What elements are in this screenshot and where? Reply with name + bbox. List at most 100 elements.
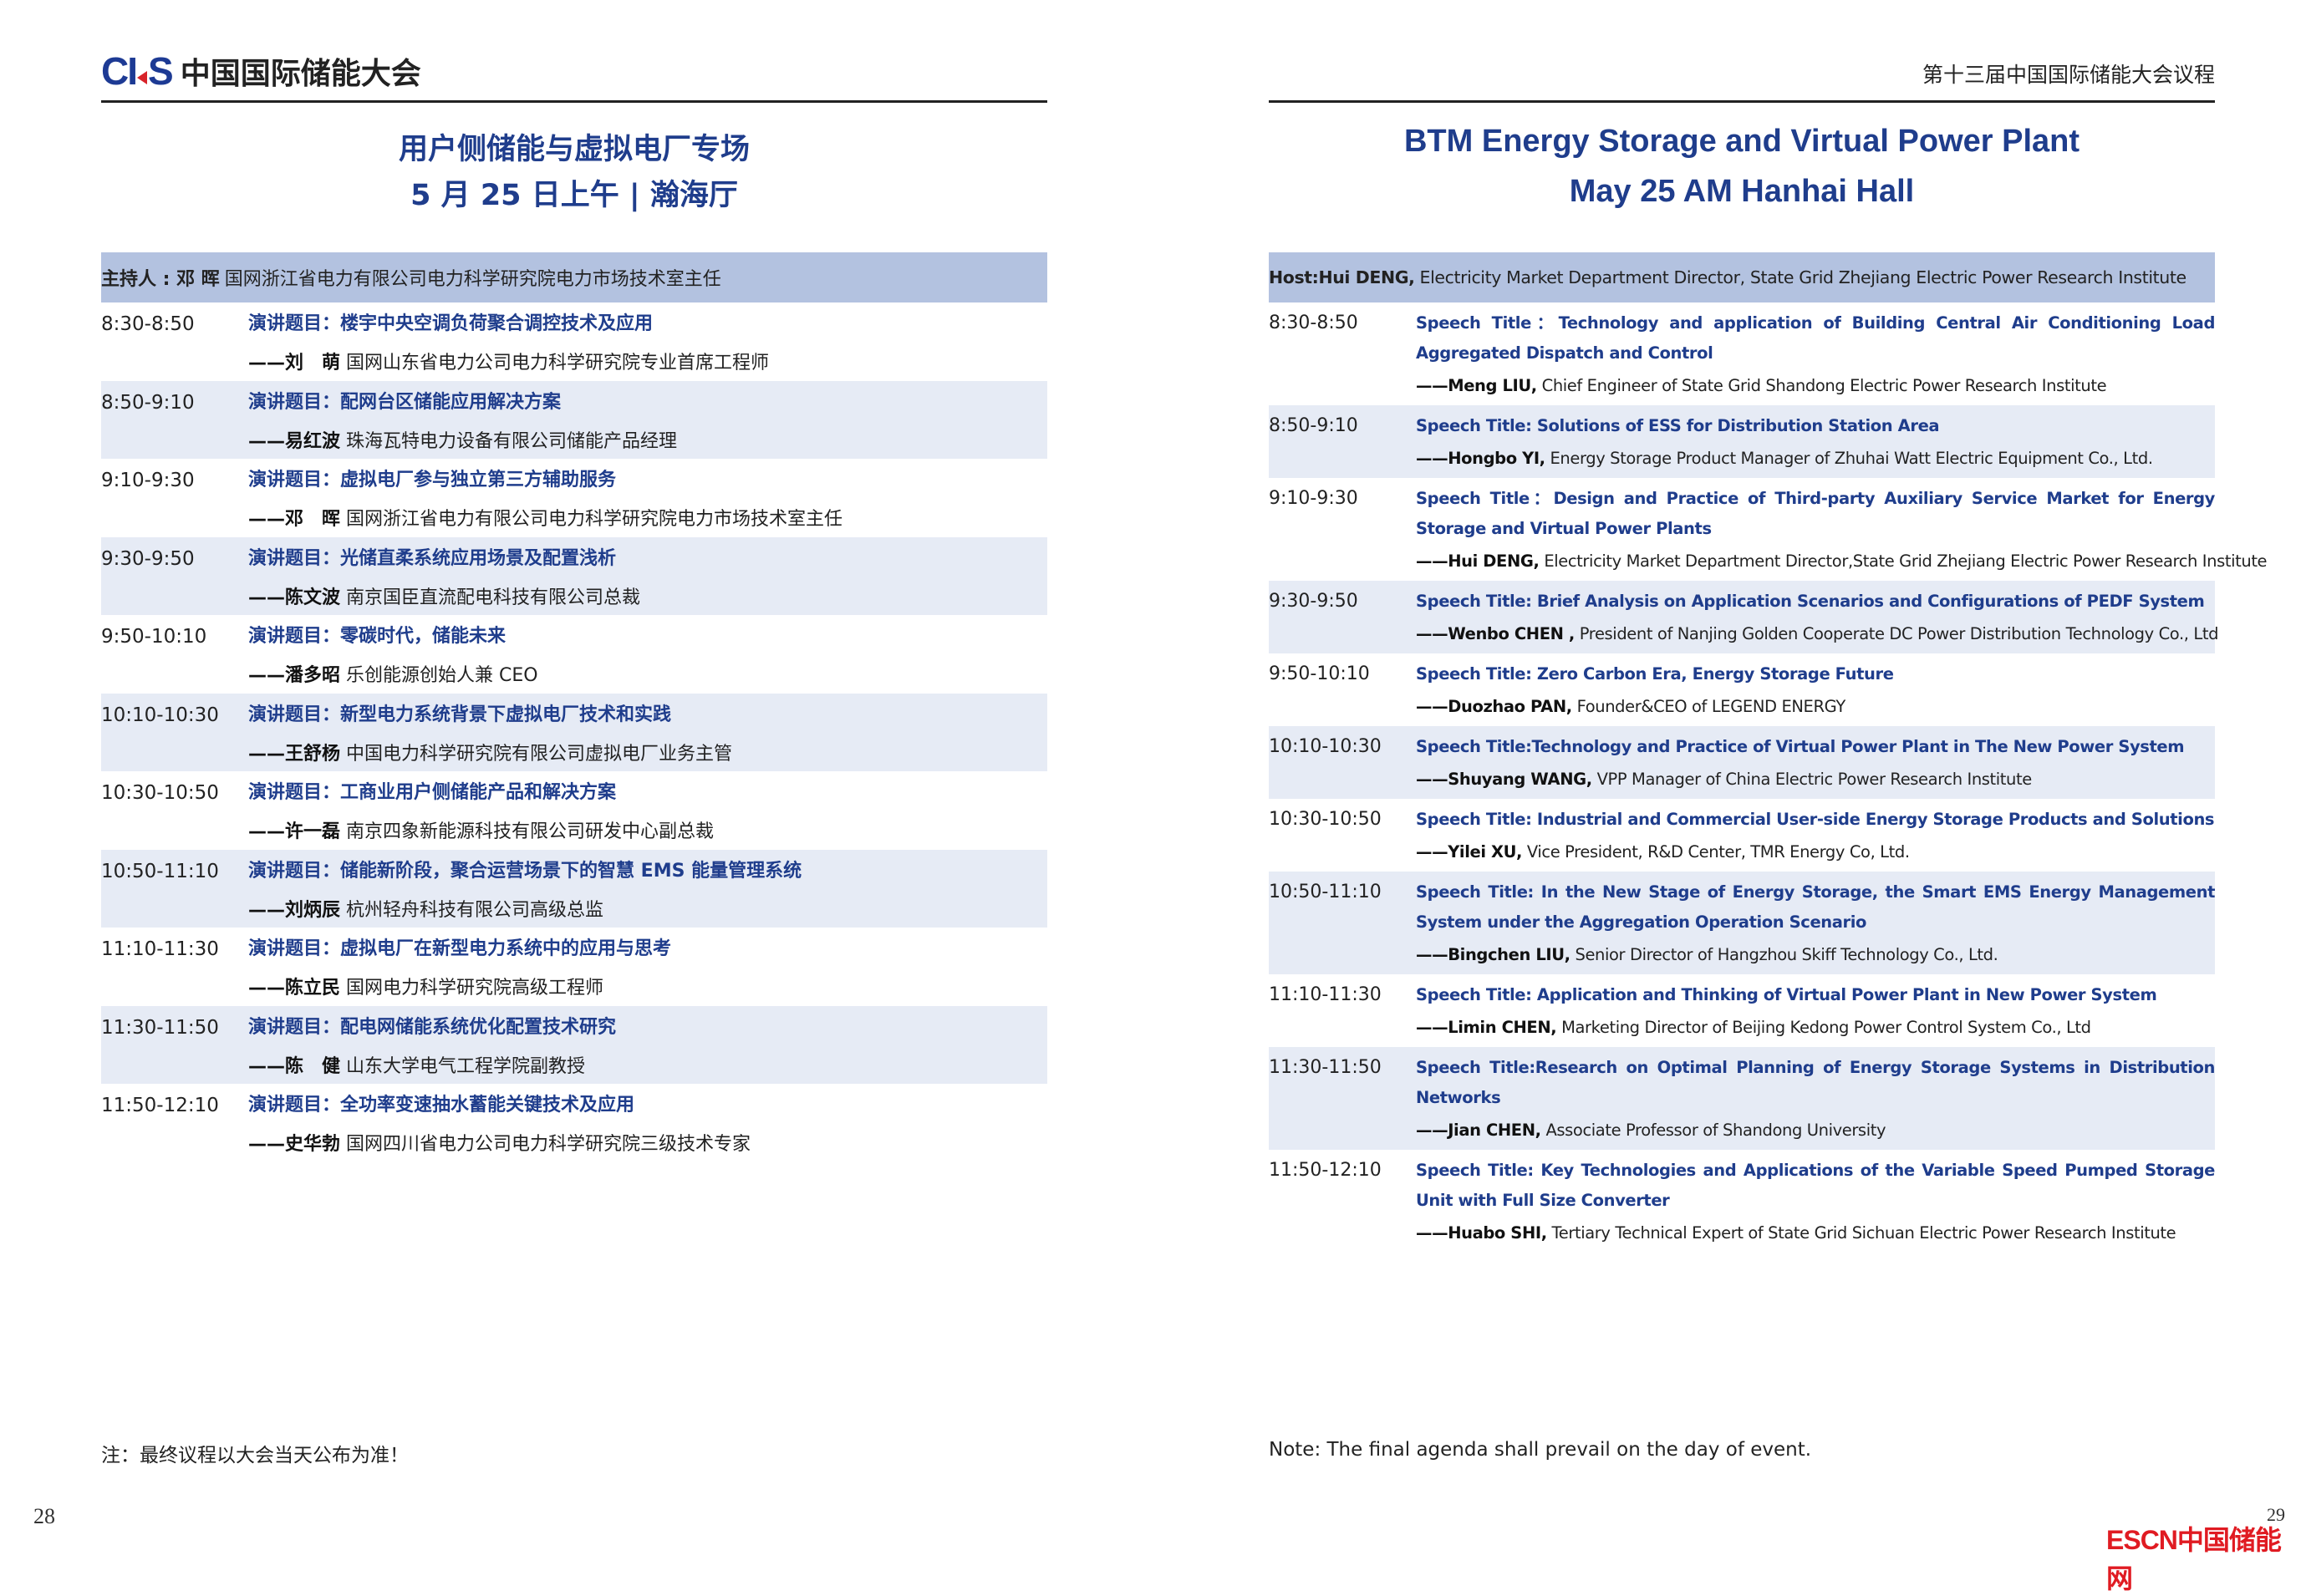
speech-title: 演讲题目：全功率变速抽水蓄能关键技术及应用 — [248, 1095, 635, 1116]
session-time: 11:10-11:30 — [1269, 984, 1382, 1005]
session-body: Speech Title: Zero Carbon Era, Energy St… — [1416, 657, 2215, 724]
host-label: Host:Hui DENG, — [1269, 267, 1415, 287]
session-time: 10:30-10:50 — [1269, 809, 1382, 830]
logo-text: 中国国际储能大会 — [180, 57, 421, 91]
session-body: Speech Title：Design and Practice of Thir… — [1416, 481, 2268, 579]
speech-title: Speech Title: Key Technologies and Appli… — [1416, 1161, 2215, 1210]
speaker-affiliation: 南京四象新能源科技有限公司研发中心副总裁 — [346, 821, 715, 842]
speaker-name: ——陈立民 — [248, 978, 341, 999]
session-time: 11:30-11:50 — [1269, 1057, 1382, 1078]
session-date-cn: 5 月 25 日上午 | 瀚海厅 — [410, 179, 738, 212]
speaker-name: ——易红波 — [248, 430, 341, 452]
agenda-row: 9:50-10:10 演讲题目：零碳时代，储能未来 ——潘多昭 乐创能源创始人兼 C… — [101, 615, 1047, 694]
speaker-affiliation: 山东大学电气工程学院副教授 — [346, 1055, 586, 1077]
speaker-line: ——Yilei XU, Vice President, R&D Center, … — [1416, 835, 2215, 870]
session-time: 8:30-8:50 — [101, 313, 195, 335]
session-body: 演讲题目：楼宇中央空调负荷聚合调控技术及应用 ——刘 萌 国网山东省电力公司电力科… — [248, 308, 1047, 381]
speaker-affiliation: Chief Engineer of State Grid Shandong El… — [1541, 376, 2107, 395]
session-body: Speech Title: Application and Thinking o… — [1416, 978, 2215, 1045]
agenda-row: 11:30-11:50 演讲题目：配电网储能系统优化配置技术研究 ——陈 健 山东大… — [101, 1005, 1047, 1085]
session-title-en: BTM Energy Storage and Virtual Power Pla… — [1403, 124, 2080, 159]
speaker-line: ——Hui DENG, Electricity Market Departmen… — [1416, 544, 2268, 579]
speaker-affiliation: Vice President, R&D Center, TMR Energy C… — [1526, 842, 1910, 862]
session-time: 9:10-9:30 — [1269, 488, 1358, 509]
speaker-affiliation: VPP Manager of China Electric Power Rese… — [1596, 770, 2033, 789]
speaker-line: ——Limin CHEN, Marketing Director of Beij… — [1416, 1010, 2215, 1045]
speaker-line: ——陈文波 南京国臣直流配电科技有限公司总裁 — [248, 582, 1047, 615]
speaker-affiliation: 国网浙江省电力有限公司电力科学研究院电力市场技术室主任 — [346, 509, 843, 530]
speaker-affiliation: 国网电力科学研究院高级工程师 — [346, 978, 604, 999]
speaker-line: ——Meng LIU, Chief Engineer of State Grid… — [1416, 369, 2215, 404]
speaker-affiliation: 杭州轻舟科技有限公司高级总监 — [346, 899, 604, 921]
session-time: 8:50-9:10 — [1269, 415, 1358, 436]
speech-title: Speech Title：Design and Practice of Thir… — [1416, 489, 2215, 538]
speech-title: 演讲题目：虚拟电厂在新型电力系统中的应用与思考 — [248, 938, 672, 959]
host-bar: Host:Hui DENG, Electricity Market Depart… — [1269, 252, 2215, 302]
agenda-row: 10:10-10:30 演讲题目：新型电力系统背景下虚拟电厂技术和实践 ——王舒杨 … — [101, 693, 1047, 772]
session-body: 演讲题目：工商业用户侧储能产品和解决方案 ——许一磊 南京四象新能源科技有限公司研… — [248, 776, 1047, 850]
speech-title: 演讲题目：虚拟电厂参与独立第三方辅助服务 — [248, 470, 617, 490]
session-time: 10:10-10:30 — [101, 704, 219, 726]
speaker-line: ——Wenbo CHEN , President of Nanjing Gold… — [1416, 617, 2218, 652]
triangle-icon — [137, 71, 147, 84]
speaker-line: ——Huabo SHI, Tertiary Technical Expert o… — [1416, 1216, 2215, 1251]
speaker-name: ——Meng LIU, — [1416, 376, 1537, 395]
speaker-line: ——陈立民 国网电力科学研究院高级工程师 — [248, 972, 1047, 1005]
speaker-affiliation: 南京国臣直流配电科技有限公司总裁 — [346, 587, 641, 608]
speaker-affiliation: 中国电力科学研究院有限公司虚拟电厂业务主管 — [346, 743, 733, 765]
note: Note: The final agenda shall prevail on … — [1269, 1439, 1812, 1461]
session-time: 9:30-9:50 — [1269, 591, 1358, 612]
agenda-row: 11:30-11:50 Speech Title:Research on Opti… — [1269, 1047, 2215, 1150]
speaker-name: ——Hongbo YI, — [1416, 449, 1545, 468]
speaker-name: ——Yilei XU, — [1416, 842, 1523, 862]
speaker-line: ——Hongbo YI, Energy Storage Product Mana… — [1416, 441, 2215, 476]
session-body: Speech Title: Brief Analysis on Applicat… — [1416, 584, 2218, 652]
agenda-row: 8:50-9:10 Speech Title: Solutions of ESS … — [1269, 405, 2215, 478]
session-body: Speech Title:Research on Optimal Plannin… — [1416, 1050, 2215, 1148]
speaker-line: ——王舒杨 中国电力科学研究院有限公司虚拟电厂业务主管 — [248, 738, 1047, 771]
speaker-name: ——Duozhao PAN, — [1416, 697, 1572, 716]
session-time: 11:50-12:10 — [1269, 1160, 1382, 1181]
speaker-affiliation: 珠海瓦特电力设备有限公司储能产品经理 — [346, 430, 678, 452]
speaker-affiliation: 乐创能源创始人兼 CEO — [346, 665, 538, 686]
agenda-row: 9:30-9:50 Speech Title: Brief Analysis on… — [1269, 581, 2218, 653]
speech-title: 演讲题目：零碳时代，储能未来 — [248, 626, 507, 647]
session-time: 8:50-9:10 — [101, 391, 195, 414]
session-body: 演讲题目：虚拟电厂在新型电力系统中的应用与思考 ——陈立民 国网电力科学研究院高级… — [248, 933, 1047, 1006]
session-body: 演讲题目：配电网储能系统优化配置技术研究 ——陈 健 山东大学电气工程学院副教授 — [248, 1011, 1047, 1085]
session-time: 10:30-10:50 — [101, 782, 219, 804]
host-label: 主持人 : 邓 晖 — [101, 269, 220, 290]
speech-title: 演讲题目：配网台区储能应用解决方案 — [248, 391, 562, 413]
agenda-row: 9:50-10:10 Speech Title: Zero Carbon Era,… — [1269, 653, 2215, 726]
speech-title: Speech Title: Brief Analysis on Applicat… — [1416, 592, 2205, 611]
speaker-name: ——刘炳辰 — [248, 899, 341, 921]
session-time: 10:50-11:10 — [1269, 882, 1382, 902]
speaker-name: ——Bingchen LIU, — [1416, 945, 1570, 964]
agenda-row: 11:10-11:30 演讲题目：虚拟电厂在新型电力系统中的应用与思考 ——陈立民 … — [101, 928, 1047, 1006]
speaker-name: ——陈 健 — [248, 1055, 341, 1077]
speech-title: 演讲题目：工商业用户侧储能产品和解决方案 — [248, 782, 617, 803]
speech-title: 演讲题目：光储直柔系统应用场景及配置浅析 — [248, 547, 617, 569]
speaker-name: ——Jian CHEN, — [1416, 1121, 1541, 1140]
speaker-affiliation: Founder&CEO of LEGEND ENERGY — [1576, 697, 1846, 716]
agenda-list: 8:30-8:50 演讲题目：楼宇中央空调负荷聚合调控技术及应用 ——刘 萌 国网山… — [101, 302, 1047, 1162]
speaker-line: ——刘 萌 国网山东省电力公司电力科学研究院专业首席工程师 — [248, 347, 1047, 380]
agenda-row: 10:10-10:30 Speech Title:Technology and P… — [1269, 726, 2215, 799]
speaker-line: ——易红波 珠海瓦特电力设备有限公司储能产品经理 — [248, 425, 1047, 459]
escn-watermark: ESCN中国储能网 — [2106, 1525, 2282, 1593]
speaker-line: ——Jian CHEN, Associate Professor of Shan… — [1416, 1113, 2215, 1148]
session-body: 演讲题目：零碳时代，储能未来 ——潘多昭 乐创能源创始人兼 CEO — [248, 620, 1047, 694]
agenda-row: 9:10-9:30 演讲题目：虚拟电厂参与独立第三方辅助服务 ——邓 晖 国网浙江省… — [101, 459, 1047, 537]
agenda-row: 11:50-12:10 Speech Title: Key Technologie… — [1269, 1150, 2215, 1253]
session-time: 9:10-9:30 — [101, 470, 195, 491]
session-body: 演讲题目：新型电力系统背景下虚拟电厂技术和实践 ——王舒杨 中国电力科学研究院有限… — [248, 699, 1047, 772]
speaker-name: ——潘多昭 — [248, 665, 341, 686]
speaker-affiliation: Energy Storage Product Manager of Zhuhai… — [1550, 449, 2154, 468]
speaker-line: ——邓 晖 国网浙江省电力有限公司电力科学研究院电力市场技术室主任 — [248, 503, 1047, 536]
speaker-affiliation: Electricity Market Department Director,S… — [1544, 551, 2268, 571]
speaker-name: ——王舒杨 — [248, 743, 341, 765]
speaker-name: ——Huabo SHI, — [1416, 1223, 1547, 1243]
speaker-name: ——Hui DENG, — [1416, 551, 1540, 571]
speaker-name: ——Wenbo CHEN , — [1416, 624, 1575, 643]
session-time: 11:50-12:10 — [101, 1095, 219, 1116]
